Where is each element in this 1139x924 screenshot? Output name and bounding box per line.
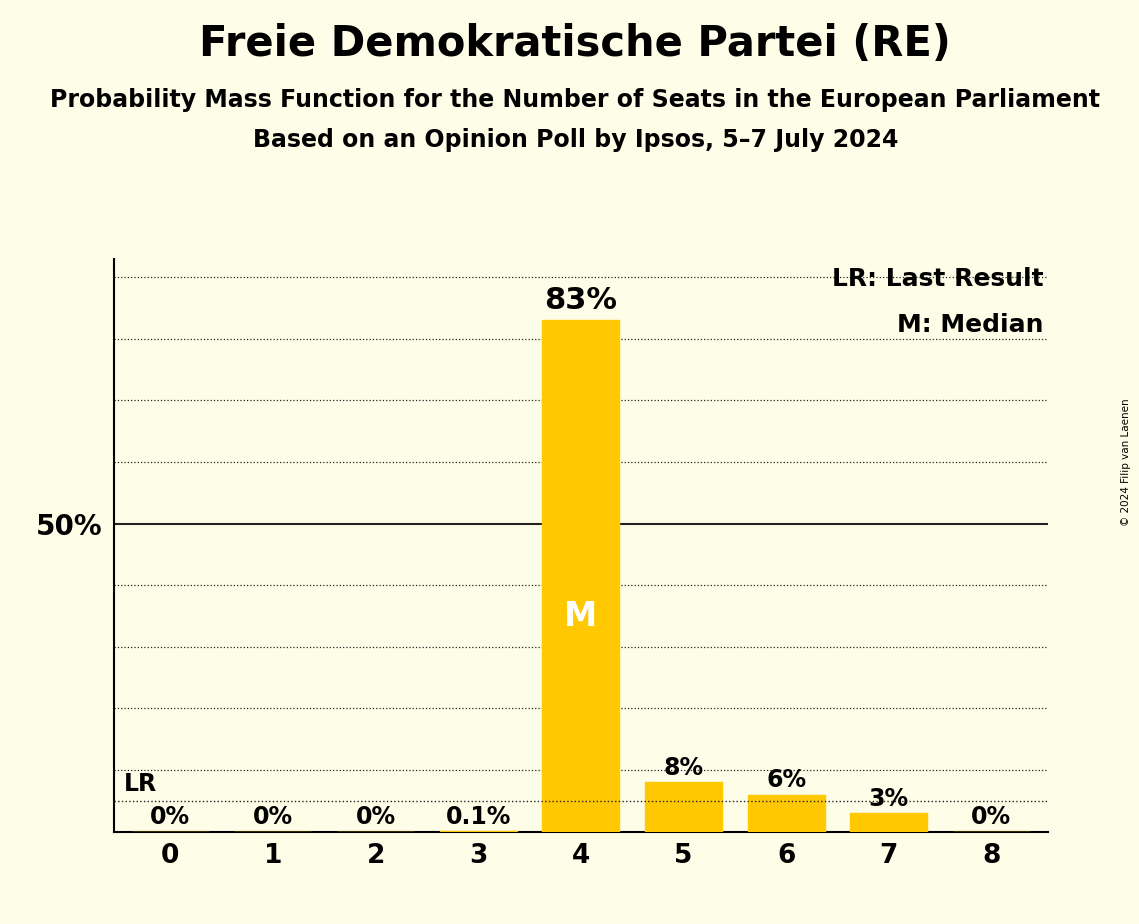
Text: Probability Mass Function for the Number of Seats in the European Parliament: Probability Mass Function for the Number… bbox=[50, 88, 1100, 112]
Text: 0%: 0% bbox=[253, 805, 293, 829]
Text: Freie Demokratische Partei (RE): Freie Demokratische Partei (RE) bbox=[199, 23, 951, 65]
Text: © 2024 Filip van Laenen: © 2024 Filip van Laenen bbox=[1121, 398, 1131, 526]
Text: 0%: 0% bbox=[355, 805, 395, 829]
Text: 0%: 0% bbox=[150, 805, 190, 829]
Bar bbox=[542, 321, 620, 832]
Text: LR: Last Result: LR: Last Result bbox=[831, 267, 1043, 291]
Text: Based on an Opinion Poll by Ipsos, 5–7 July 2024: Based on an Opinion Poll by Ipsos, 5–7 J… bbox=[253, 128, 898, 152]
Bar bbox=[851, 813, 927, 832]
Text: M: M bbox=[564, 601, 598, 633]
Text: M: Median: M: Median bbox=[896, 313, 1043, 337]
Text: 0.1%: 0.1% bbox=[445, 805, 511, 829]
Text: 3%: 3% bbox=[869, 786, 909, 810]
Text: 83%: 83% bbox=[544, 286, 617, 315]
Text: 0%: 0% bbox=[972, 805, 1011, 829]
Text: LR: LR bbox=[124, 772, 157, 796]
Text: 8%: 8% bbox=[663, 756, 704, 780]
Bar bbox=[747, 795, 825, 832]
Bar bbox=[645, 783, 722, 832]
Text: 6%: 6% bbox=[767, 768, 806, 792]
